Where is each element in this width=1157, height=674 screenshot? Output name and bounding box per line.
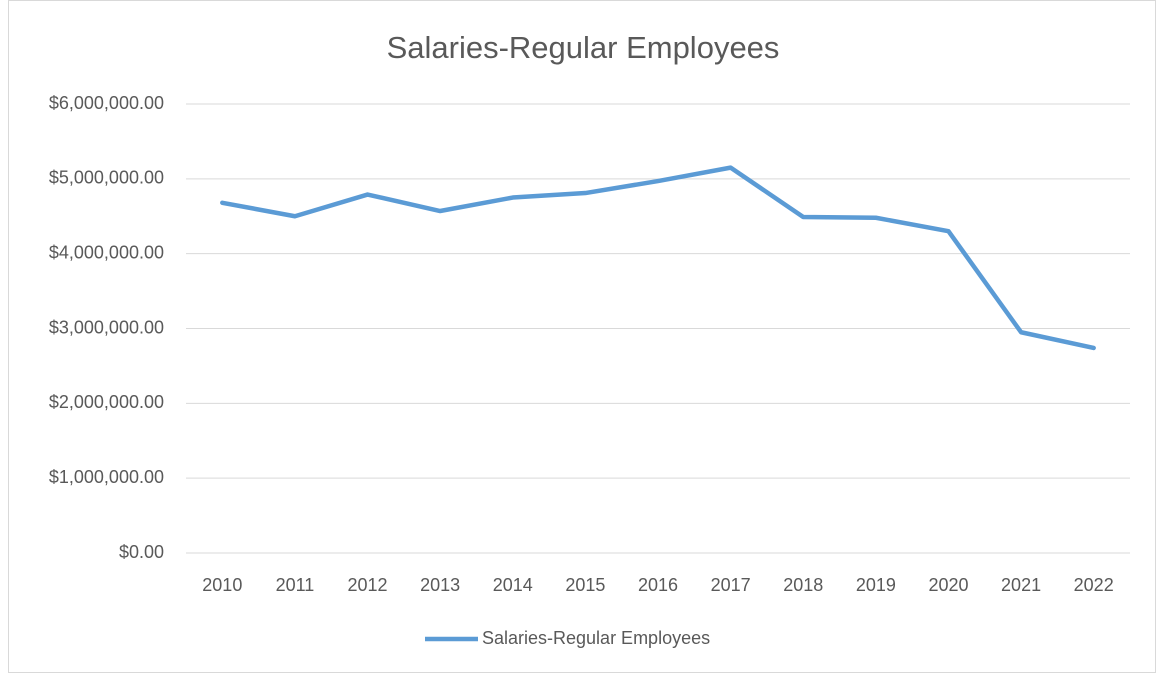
y-tick-label: $6,000,000.00: [49, 93, 164, 113]
x-tick-label: 2012: [348, 575, 388, 595]
x-tick-label: 2016: [638, 575, 678, 595]
y-tick-label: $3,000,000.00: [49, 317, 164, 337]
series-line: [220, 165, 1096, 351]
x-tick-label: 2021: [1001, 575, 1041, 595]
x-tick-label: 2019: [856, 575, 896, 595]
chart-frame: [8, 0, 1156, 673]
x-tick-label: 2015: [565, 575, 605, 595]
x-tick-label: 2018: [783, 575, 823, 595]
x-tick-label: 2011: [276, 575, 315, 595]
x-tick-label: 2022: [1074, 575, 1114, 595]
x-tick-label: 2010: [202, 575, 242, 595]
legend-label: Salaries-Regular Employees: [482, 628, 710, 648]
chart-title: Salaries-Regular Employees: [387, 30, 780, 65]
x-tick-label: 2013: [420, 575, 460, 595]
y-tick-label: $5,000,000.00: [49, 168, 164, 188]
x-tick-label: 2014: [493, 575, 533, 595]
y-tick-label: $2,000,000.00: [49, 392, 164, 412]
y-tick-label: $4,000,000.00: [49, 242, 164, 262]
y-tick-label: $1,000,000.00: [49, 467, 164, 487]
y-tick-label: $0.00: [119, 542, 164, 562]
x-tick-label: 2020: [928, 575, 968, 595]
x-tick-label: 2017: [711, 575, 751, 595]
